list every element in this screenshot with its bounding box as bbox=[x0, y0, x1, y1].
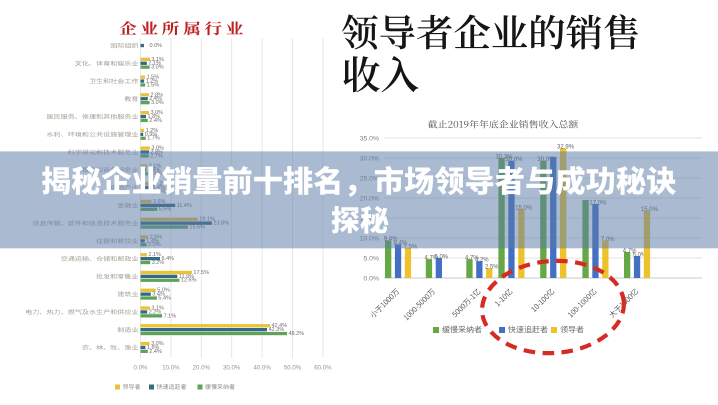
svg-text:30.0%: 30.0% bbox=[223, 365, 241, 372]
svg-text:40.0%: 40.0% bbox=[253, 365, 271, 372]
svg-text:11.9%: 11.9% bbox=[179, 274, 194, 280]
svg-text:0.0%: 0.0% bbox=[150, 43, 163, 49]
svg-text:2.4%: 2.4% bbox=[149, 349, 162, 355]
svg-text:5.0%: 5.0% bbox=[633, 252, 647, 258]
svg-text:3.2%: 3.2% bbox=[152, 260, 165, 266]
svg-text:2.4%: 2.4% bbox=[149, 118, 162, 124]
svg-text:1.5%: 1.5% bbox=[147, 82, 160, 88]
svg-text:50.0%: 50.0% bbox=[284, 365, 302, 372]
svg-text:20.0%: 20.0% bbox=[193, 365, 211, 372]
svg-text:1.2%: 1.2% bbox=[146, 79, 159, 85]
svg-text:3.1%: 3.1% bbox=[151, 306, 164, 312]
svg-text:1.2%: 1.2% bbox=[146, 128, 159, 134]
svg-text:1.5%: 1.5% bbox=[147, 75, 160, 81]
svg-text:2.1%: 2.1% bbox=[148, 61, 161, 67]
svg-text:0.0%: 0.0% bbox=[364, 275, 380, 282]
svg-text:10.0%: 10.0% bbox=[162, 365, 180, 372]
svg-text:5.4%: 5.4% bbox=[158, 296, 171, 302]
svg-text:42.4%: 42.4% bbox=[272, 323, 288, 329]
svg-text:17.5%: 17.5% bbox=[193, 270, 209, 276]
svg-text:12.6%: 12.6% bbox=[181, 278, 197, 284]
svg-text:5.0%: 5.0% bbox=[157, 288, 170, 294]
svg-text:0.0%: 0.0% bbox=[134, 365, 148, 372]
svg-text:1.6%: 1.6% bbox=[147, 345, 160, 351]
svg-text:4.2%: 4.2% bbox=[475, 258, 489, 264]
svg-text:1.7%: 1.7% bbox=[147, 136, 160, 142]
svg-text:3.0%: 3.0% bbox=[151, 100, 164, 106]
svg-text:4.7%: 4.7% bbox=[465, 256, 479, 262]
svg-text:42.3%: 42.3% bbox=[269, 327, 285, 333]
svg-text:3.1%: 3.1% bbox=[151, 57, 164, 63]
svg-text:3.0%: 3.0% bbox=[151, 65, 164, 71]
svg-text:3.0%: 3.0% bbox=[151, 146, 164, 152]
svg-text:2.8%: 2.8% bbox=[151, 92, 164, 98]
svg-text:32.9%: 32.9% bbox=[557, 145, 575, 151]
svg-text:2.1%: 2.1% bbox=[148, 252, 161, 258]
svg-text:2.4%: 2.4% bbox=[149, 96, 162, 102]
svg-text:4.7%: 4.7% bbox=[623, 248, 637, 254]
svg-text:48.2%: 48.2% bbox=[289, 331, 305, 337]
svg-text:3.0%: 3.0% bbox=[151, 341, 164, 347]
svg-text:60.0%: 60.0% bbox=[314, 365, 332, 372]
svg-text:6.4%: 6.4% bbox=[162, 256, 175, 262]
svg-text:2.5%: 2.5% bbox=[485, 265, 499, 271]
svg-text:1.8%: 1.8% bbox=[148, 114, 161, 120]
svg-text:35.0%: 35.0% bbox=[360, 135, 379, 142]
svg-text:2.2%: 2.2% bbox=[149, 309, 162, 315]
svg-text:7.1%: 7.1% bbox=[164, 313, 177, 319]
svg-text:3.0%: 3.0% bbox=[151, 110, 164, 116]
svg-text:5.0%: 5.0% bbox=[364, 255, 380, 262]
svg-text:5.0%: 5.0% bbox=[434, 254, 448, 260]
svg-text:4.7%: 4.7% bbox=[425, 256, 439, 262]
svg-text:3.4%: 3.4% bbox=[152, 292, 165, 298]
svg-text:0.9%: 0.9% bbox=[145, 132, 158, 138]
